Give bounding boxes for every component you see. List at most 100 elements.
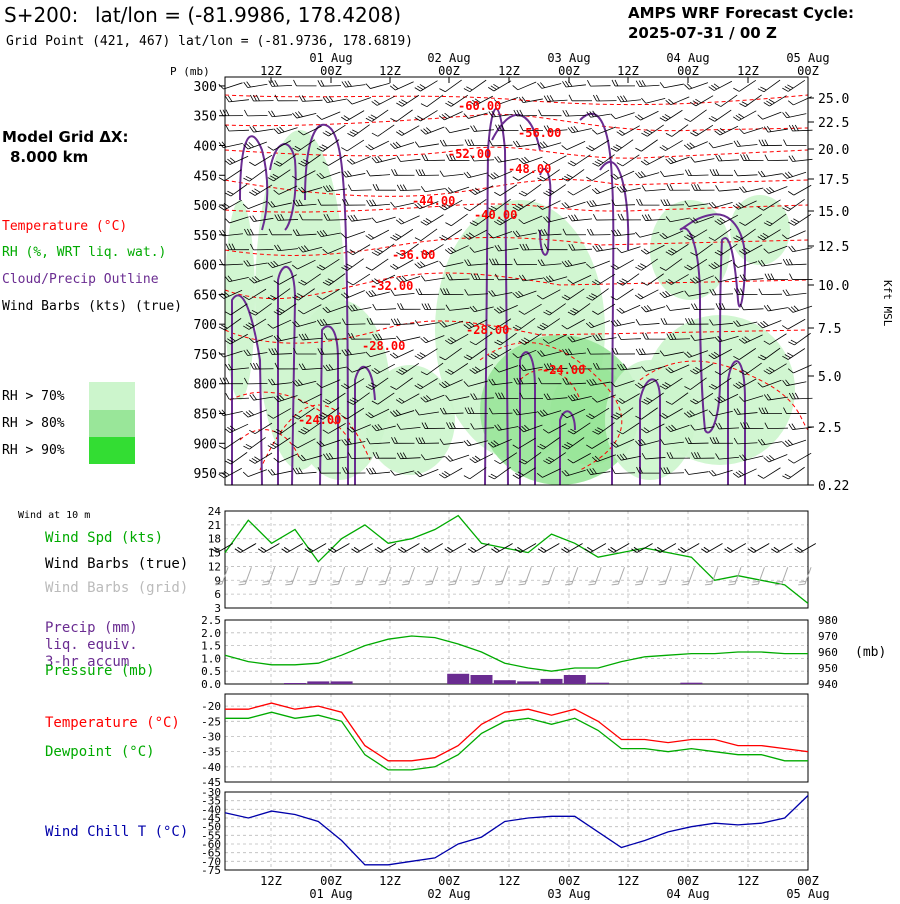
wind-barb-true-21 <box>701 538 722 554</box>
wind-barb-643 <box>685 466 709 475</box>
precip-bar-10 <box>447 674 469 684</box>
temp-label-0: -60.00 <box>458 99 501 113</box>
wind-barb-335 <box>789 273 812 279</box>
wind-barb-600 <box>225 448 247 466</box>
bottom-hour-label-0: 12Z <box>260 874 282 888</box>
wind-barb-103 <box>390 137 414 150</box>
wind-barb-true-14 <box>538 538 559 554</box>
wind-barb-105 <box>440 139 463 146</box>
wind-barb-true-3 <box>282 538 303 554</box>
top-hour-label-8: 12Z <box>737 64 759 78</box>
wind-barb-431 <box>788 328 810 346</box>
wind-barb-182 <box>568 180 591 196</box>
temp-label-4: -44.00 <box>412 194 455 208</box>
wind-barb-23 <box>782 75 804 93</box>
wind-barb-353 <box>635 284 658 300</box>
pressure-tick-0: 300 <box>194 80 217 95</box>
wind-barb-180 <box>519 179 541 197</box>
wind-barb-5 <box>342 79 366 88</box>
precip-panel-ytick-4: 0.5 <box>201 665 221 678</box>
wind-barb-49 <box>244 110 267 116</box>
top-hour-label-5: 00Z <box>558 64 580 78</box>
wind-barb-440 <box>415 344 438 361</box>
wind-barb-377 <box>641 301 665 313</box>
wind-barb-269 <box>347 239 370 256</box>
bottom-day-label-1: 02 Aug <box>427 887 470 900</box>
wind-barb-344 <box>416 288 439 294</box>
wind-barb-62 <box>563 109 586 116</box>
precip-bar-16 <box>587 683 609 684</box>
wind-panel-ytick-0: 24 <box>208 505 222 518</box>
precip-bar-11 <box>471 675 493 684</box>
wind-barb-199 <box>391 197 415 208</box>
wind-barb-61 <box>539 110 562 116</box>
wind-barb-379 <box>691 303 714 310</box>
wind-barb-552 <box>225 419 248 434</box>
wind-barb-25 <box>250 95 273 101</box>
wind-barb-367 <box>397 303 420 309</box>
wind-barb-633 <box>439 463 462 480</box>
wind-barb-104 <box>415 138 439 148</box>
bottom-hour-label-5: 00Z <box>558 874 580 888</box>
wind-barb-79 <box>396 120 419 137</box>
wind-barb-401 <box>636 317 659 325</box>
wind-barb-66 <box>660 105 683 123</box>
kft-tick-8: 5.0 <box>818 370 841 385</box>
wind-barb-72 <box>226 124 249 131</box>
wind-barb-119 <box>783 139 806 145</box>
bottom-hour-label-6: 12Z <box>617 874 639 888</box>
wind-barb-222 <box>372 211 396 223</box>
wind-barb-366 <box>373 303 396 310</box>
wind-barb-0 <box>219 77 243 90</box>
precip-panel-ytick-2: 1.5 <box>201 640 221 653</box>
top-hour-label-9: 00Z <box>797 64 819 78</box>
wind-barb-140 <box>716 154 739 161</box>
wind-barb-188 <box>716 183 739 191</box>
temp-label-5: -40.00 <box>474 208 517 222</box>
wind-barb-358 <box>759 288 782 295</box>
wind-barb-grid-14 <box>542 565 555 587</box>
wind-barb-grid-3 <box>285 565 298 587</box>
wind-barb-117 <box>734 139 757 147</box>
temp-label-3: -48.00 <box>508 162 551 176</box>
wind-barb-407 <box>782 314 805 331</box>
kft-ticks: 25.022.520.017.515.012.510.07.55.02.50.2… <box>808 92 849 494</box>
wind-barb-125 <box>347 151 371 166</box>
bottom-hour-label-1: 00Z <box>320 874 342 888</box>
wind-barb-64 <box>611 107 635 120</box>
wind-barb-294 <box>366 254 388 272</box>
wind-chill-panel: -30-35-40-45-50-55-60-65-70-75 <box>201 786 808 877</box>
model-title: AMPS WRF Forecast Cycle: <box>628 4 854 22</box>
temp-label-1: -56.00 <box>518 126 561 140</box>
wind-barb-141 <box>740 154 763 160</box>
precip-panel-ytick-3: 1.0 <box>201 652 221 665</box>
wind-barb-grid-2 <box>262 565 275 587</box>
wind-barb-575 <box>789 421 813 430</box>
wind-barb-true-23 <box>748 538 769 554</box>
rh90-label: RH > 90% <box>2 443 65 458</box>
wind-barb-43 <box>690 91 713 108</box>
pressure-tick-8: 700 <box>194 318 217 333</box>
wind-barb-grid-1 <box>239 565 252 587</box>
wind-barb-true-6 <box>352 538 373 554</box>
kft-tick-0: 25.0 <box>818 92 849 107</box>
wind-barb-44 <box>715 90 737 108</box>
wind-barb-207 <box>587 198 611 207</box>
wind-barb-166 <box>758 168 782 178</box>
wind-barb-106 <box>465 140 488 146</box>
bottom-day-label-4: 05 Aug <box>786 887 829 900</box>
wind-barb-311 <box>783 258 806 265</box>
wind-barb-grid-8 <box>402 565 415 587</box>
wind-barb-2 <box>269 79 292 86</box>
wind-barb-7 <box>390 76 413 91</box>
wind-barb-448 <box>612 348 635 354</box>
wind-barb-112 <box>611 135 633 153</box>
temp-label-11: -24.00 <box>298 413 341 427</box>
wind-barb-152 <box>416 169 439 175</box>
rh80-swatch <box>89 410 135 437</box>
bottom-hour-label-9: 00Z <box>797 874 819 888</box>
wind-barb-88 <box>617 120 640 136</box>
wind-barb-3 <box>294 80 317 86</box>
precip-panel-ytick-1: 2.0 <box>201 627 221 640</box>
rh70-swatch <box>89 382 135 410</box>
